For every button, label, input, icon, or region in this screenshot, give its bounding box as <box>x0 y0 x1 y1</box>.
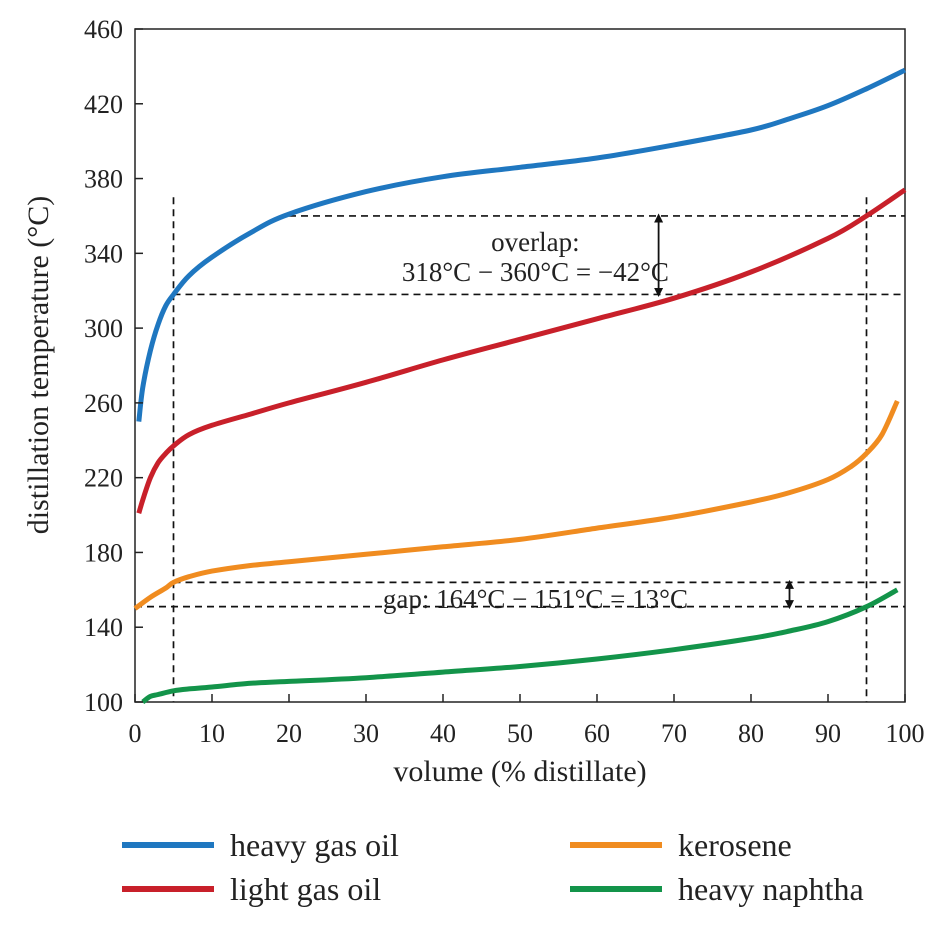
x-tick-label: 100 <box>886 719 925 748</box>
y-tick-label: 100 <box>84 688 123 717</box>
y-axis-label: distillation temperature (°C) <box>22 196 55 535</box>
annotations-layer: overlap:318°C − 360°C = −42°C gap: 164°C … <box>383 213 794 614</box>
legend-label-heavy-gas-oil: heavy gas oil <box>230 827 399 863</box>
y-tick-label: 300 <box>84 314 123 343</box>
legend-label-light-gas-oil: light gas oil <box>230 871 381 907</box>
reference-lines <box>135 197 905 702</box>
y-tick-label: 420 <box>84 90 123 119</box>
legend-label-heavy-naphtha: heavy naphtha <box>678 871 864 907</box>
y-tick-label: 380 <box>84 165 123 194</box>
series-line-kerosene <box>133 399 900 611</box>
legend: heavy gas oil light gas oil kerosene heavy … <box>122 827 864 907</box>
y-tick-label: 260 <box>84 389 123 418</box>
series-layer <box>133 67 907 705</box>
y-tick-label: 140 <box>84 613 123 642</box>
x-tick-label: 50 <box>507 719 533 748</box>
series-line-heavy-gas-oil <box>136 67 907 422</box>
x-tick-label: 60 <box>584 719 610 748</box>
x-tick-label: 10 <box>199 719 225 748</box>
axis-ticks: 0 10 20 30 40 50 60 70 80 90 100 100 140 180 220 260 300… <box>84 15 925 748</box>
x-tick-label: 80 <box>738 719 764 748</box>
x-tick-label: 40 <box>430 719 456 748</box>
y-tick-label: 180 <box>84 538 123 567</box>
series-line-heavy-naphtha <box>141 587 899 705</box>
annotation-overlap-label: overlap: <box>491 227 579 257</box>
x-tick-label: 90 <box>815 719 841 748</box>
annotation-overlap-formula: 318°C − 360°C = −42°C <box>402 257 669 287</box>
x-tick-label: 30 <box>353 719 379 748</box>
legend-label-kerosene: kerosene <box>678 827 792 863</box>
x-tick-label: 70 <box>661 719 687 748</box>
y-tick-label: 220 <box>84 464 123 493</box>
x-tick-label: 20 <box>276 719 302 748</box>
series-line-light-gas-oil <box>136 187 907 514</box>
x-tick-label: 0 <box>129 719 142 748</box>
y-tick-label: 460 <box>84 15 123 44</box>
y-tick-label: 340 <box>84 239 123 268</box>
annotation-gap-formula: gap: 164°C − 151°C = 13°C <box>383 584 688 614</box>
x-axis-label: volume (% distillate) <box>393 755 646 788</box>
